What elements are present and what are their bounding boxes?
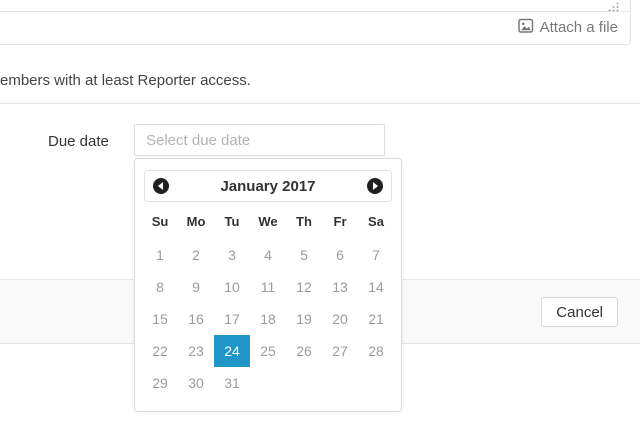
calendar-day[interactable]: 16 <box>188 311 204 327</box>
calendar-day-empty <box>286 367 322 399</box>
next-month-button[interactable] <box>367 178 383 194</box>
due-date-label: Due date <box>48 133 109 150</box>
weekday-label: Th <box>296 213 312 229</box>
calendar-day[interactable]: 6 <box>336 247 344 263</box>
calendar-day[interactable]: 21 <box>368 311 384 327</box>
calendar-day[interactable]: 1 <box>156 247 164 263</box>
weekday-label: Fr <box>333 213 347 229</box>
calendar-day-empty <box>358 367 394 399</box>
calendar-day[interactable]: 25 <box>260 343 276 359</box>
calendar-day[interactable]: 23 <box>188 343 204 359</box>
calendar-day[interactable]: 9 <box>192 279 200 295</box>
calendar-day[interactable]: 15 <box>152 311 168 327</box>
calendar-day[interactable]: 27 <box>332 343 348 359</box>
prev-month-button[interactable] <box>153 178 169 194</box>
calendar-day[interactable]: 4 <box>264 247 272 263</box>
calendar-day-empty <box>322 367 358 399</box>
calendar-day[interactable]: 14 <box>368 279 384 295</box>
datepicker-month-title: January 2017 <box>220 177 316 195</box>
calendar-day[interactable]: 17 <box>224 311 240 327</box>
calendar-day[interactable]: 11 <box>260 279 276 295</box>
calendar-day[interactable]: 29 <box>152 375 168 391</box>
weekday-label: Su <box>151 213 169 229</box>
calendar-day[interactable]: 12 <box>296 279 312 295</box>
datepicker-header: January 2017 <box>144 170 392 202</box>
calendar-day[interactable]: 19 <box>296 311 312 327</box>
due-date-input[interactable] <box>134 124 385 156</box>
datepicker-popup: January 2017 Su Mo Tu We Th Fr Sa 1 2 3 … <box>134 158 402 412</box>
attach-file-label: Attach a file <box>539 19 618 36</box>
calendar-day-empty <box>250 367 286 399</box>
weekday-label: Sa <box>368 213 384 229</box>
chevron-left-icon <box>158 182 163 190</box>
calendar-day[interactable]: 13 <box>332 279 348 295</box>
calendar-day[interactable]: 8 <box>156 279 164 295</box>
calendar-day[interactable]: 31 <box>224 375 240 391</box>
calendar-day[interactable]: 10 <box>224 279 240 295</box>
calendar-day[interactable]: 20 <box>332 311 348 327</box>
calendar-day[interactable]: 30 <box>188 375 204 391</box>
calendar-day[interactable]: 28 <box>368 343 384 359</box>
resize-grip-icon[interactable] <box>606 0 619 12</box>
description-editor-box: Attach a file <box>0 0 631 45</box>
calendar-day-selected[interactable]: 24 <box>214 335 250 367</box>
calendar-day[interactable]: 22 <box>152 343 168 359</box>
weekday-header-row: Su Mo Tu We Th Fr Sa <box>142 210 394 232</box>
calendar-day[interactable]: 3 <box>228 247 236 263</box>
weekday-label: Tu <box>224 213 240 229</box>
calendar-day[interactable]: 7 <box>372 247 380 263</box>
attach-image-icon <box>517 18 534 38</box>
calendar-day-grid: 1 2 3 4 5 6 7 8 9 10 11 12 13 14 15 16 1… <box>142 239 394 399</box>
description-textarea[interactable] <box>0 0 630 12</box>
weekday-label: Mo <box>186 213 206 229</box>
reporter-access-help-text: embers with at least Reporter access. <box>0 72 251 89</box>
section-divider <box>0 103 640 104</box>
calendar-day[interactable]: 2 <box>192 247 200 263</box>
chevron-right-icon <box>373 182 378 190</box>
calendar-day[interactable]: 5 <box>300 247 308 263</box>
cancel-button[interactable]: Cancel <box>541 297 618 327</box>
weekday-label: We <box>258 213 278 229</box>
calendar-day[interactable]: 18 <box>260 311 276 327</box>
attach-file-button[interactable]: Attach a file <box>0 11 630 44</box>
calendar-day[interactable]: 26 <box>296 343 312 359</box>
